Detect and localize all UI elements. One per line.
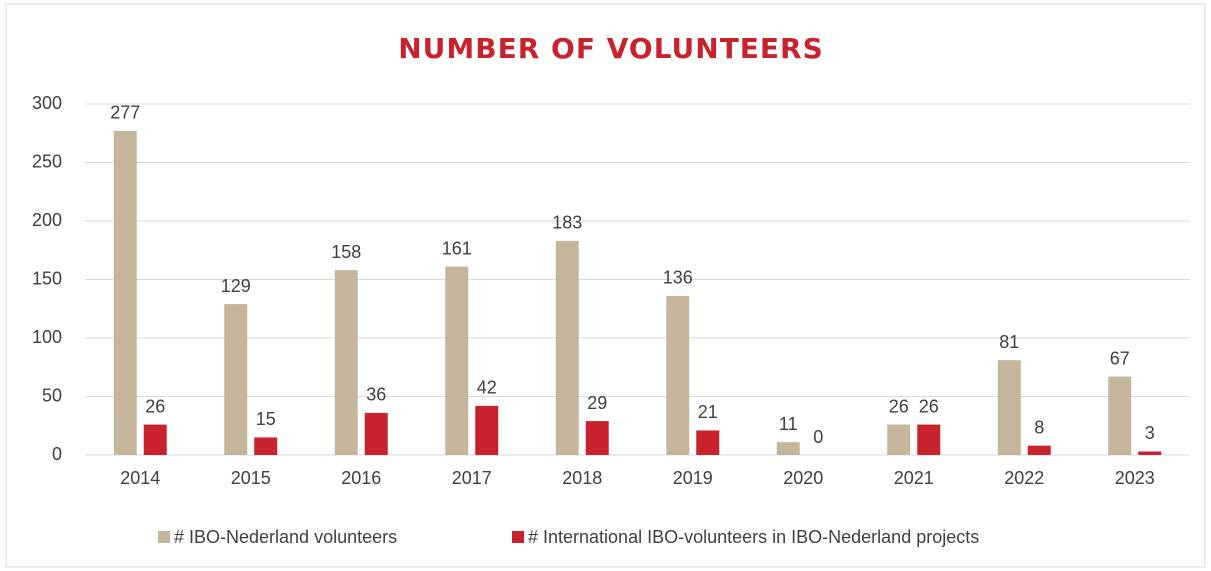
x-tick-label: 2022: [1004, 468, 1044, 488]
y-tick-label: 0: [52, 444, 62, 464]
bar: [696, 430, 720, 455]
data-label: 26: [919, 396, 939, 416]
data-label: 158: [331, 242, 361, 262]
bar: [917, 424, 941, 455]
legend-label: # International IBO-volunteers in IBO-Ne…: [528, 527, 979, 547]
y-tick-label: 100: [32, 327, 62, 347]
x-tick-label: 2018: [562, 468, 602, 488]
x-tick-label: 2014: [120, 468, 160, 488]
data-label: 8: [1034, 417, 1044, 437]
data-label: 3: [1145, 423, 1155, 443]
bar: [113, 130, 137, 455]
bar: [445, 266, 469, 455]
bar: [887, 424, 911, 455]
bar: [334, 270, 358, 455]
bar: [1108, 376, 1132, 455]
data-label: 26: [145, 396, 165, 416]
x-tick-label: 2015: [231, 468, 271, 488]
bar: [254, 437, 278, 455]
bar: [776, 442, 800, 455]
legend-swatch: [512, 531, 524, 543]
x-tick-label: 2023: [1115, 468, 1155, 488]
chart-frame: [5, 3, 1206, 568]
bar: [555, 240, 579, 455]
data-label: 81: [999, 332, 1019, 352]
y-tick-label: 150: [32, 268, 62, 288]
x-tick-label: 2021: [894, 468, 934, 488]
data-label: 29: [587, 393, 607, 413]
data-label: 0: [813, 427, 823, 447]
data-label: 11: [779, 414, 798, 434]
x-tick-label: 2016: [341, 468, 381, 488]
bar: [224, 304, 248, 455]
data-label: 26: [889, 396, 909, 416]
data-label: 183: [552, 213, 582, 233]
bar: [997, 360, 1021, 455]
chart-title: NUMBER OF VOLUNTEERS: [398, 32, 824, 65]
y-tick-label: 200: [32, 210, 62, 230]
data-label: 42: [477, 378, 497, 398]
x-tick-label: 2019: [673, 468, 713, 488]
bar: [1138, 451, 1162, 455]
data-label: 67: [1110, 348, 1130, 368]
bar: [143, 424, 167, 455]
data-label: 277: [110, 103, 140, 123]
data-label: 36: [366, 385, 386, 405]
bar: [666, 295, 690, 455]
y-tick-label: 300: [32, 93, 62, 113]
y-tick-label: 250: [32, 151, 62, 171]
bar: [364, 412, 388, 455]
y-tick-label: 50: [42, 385, 62, 405]
data-label: 15: [256, 409, 276, 429]
data-label: 21: [698, 402, 718, 422]
legend-swatch: [158, 531, 170, 543]
bar: [585, 421, 609, 455]
bar: [475, 405, 499, 455]
bar: [1027, 445, 1051, 455]
data-label: 161: [442, 238, 472, 258]
x-tick-label: 2020: [783, 468, 823, 488]
legend-label: # IBO-Nederland volunteers: [174, 527, 397, 547]
x-tick-label: 2017: [452, 468, 492, 488]
data-label: 129: [221, 276, 251, 296]
data-label: 136: [663, 268, 693, 288]
